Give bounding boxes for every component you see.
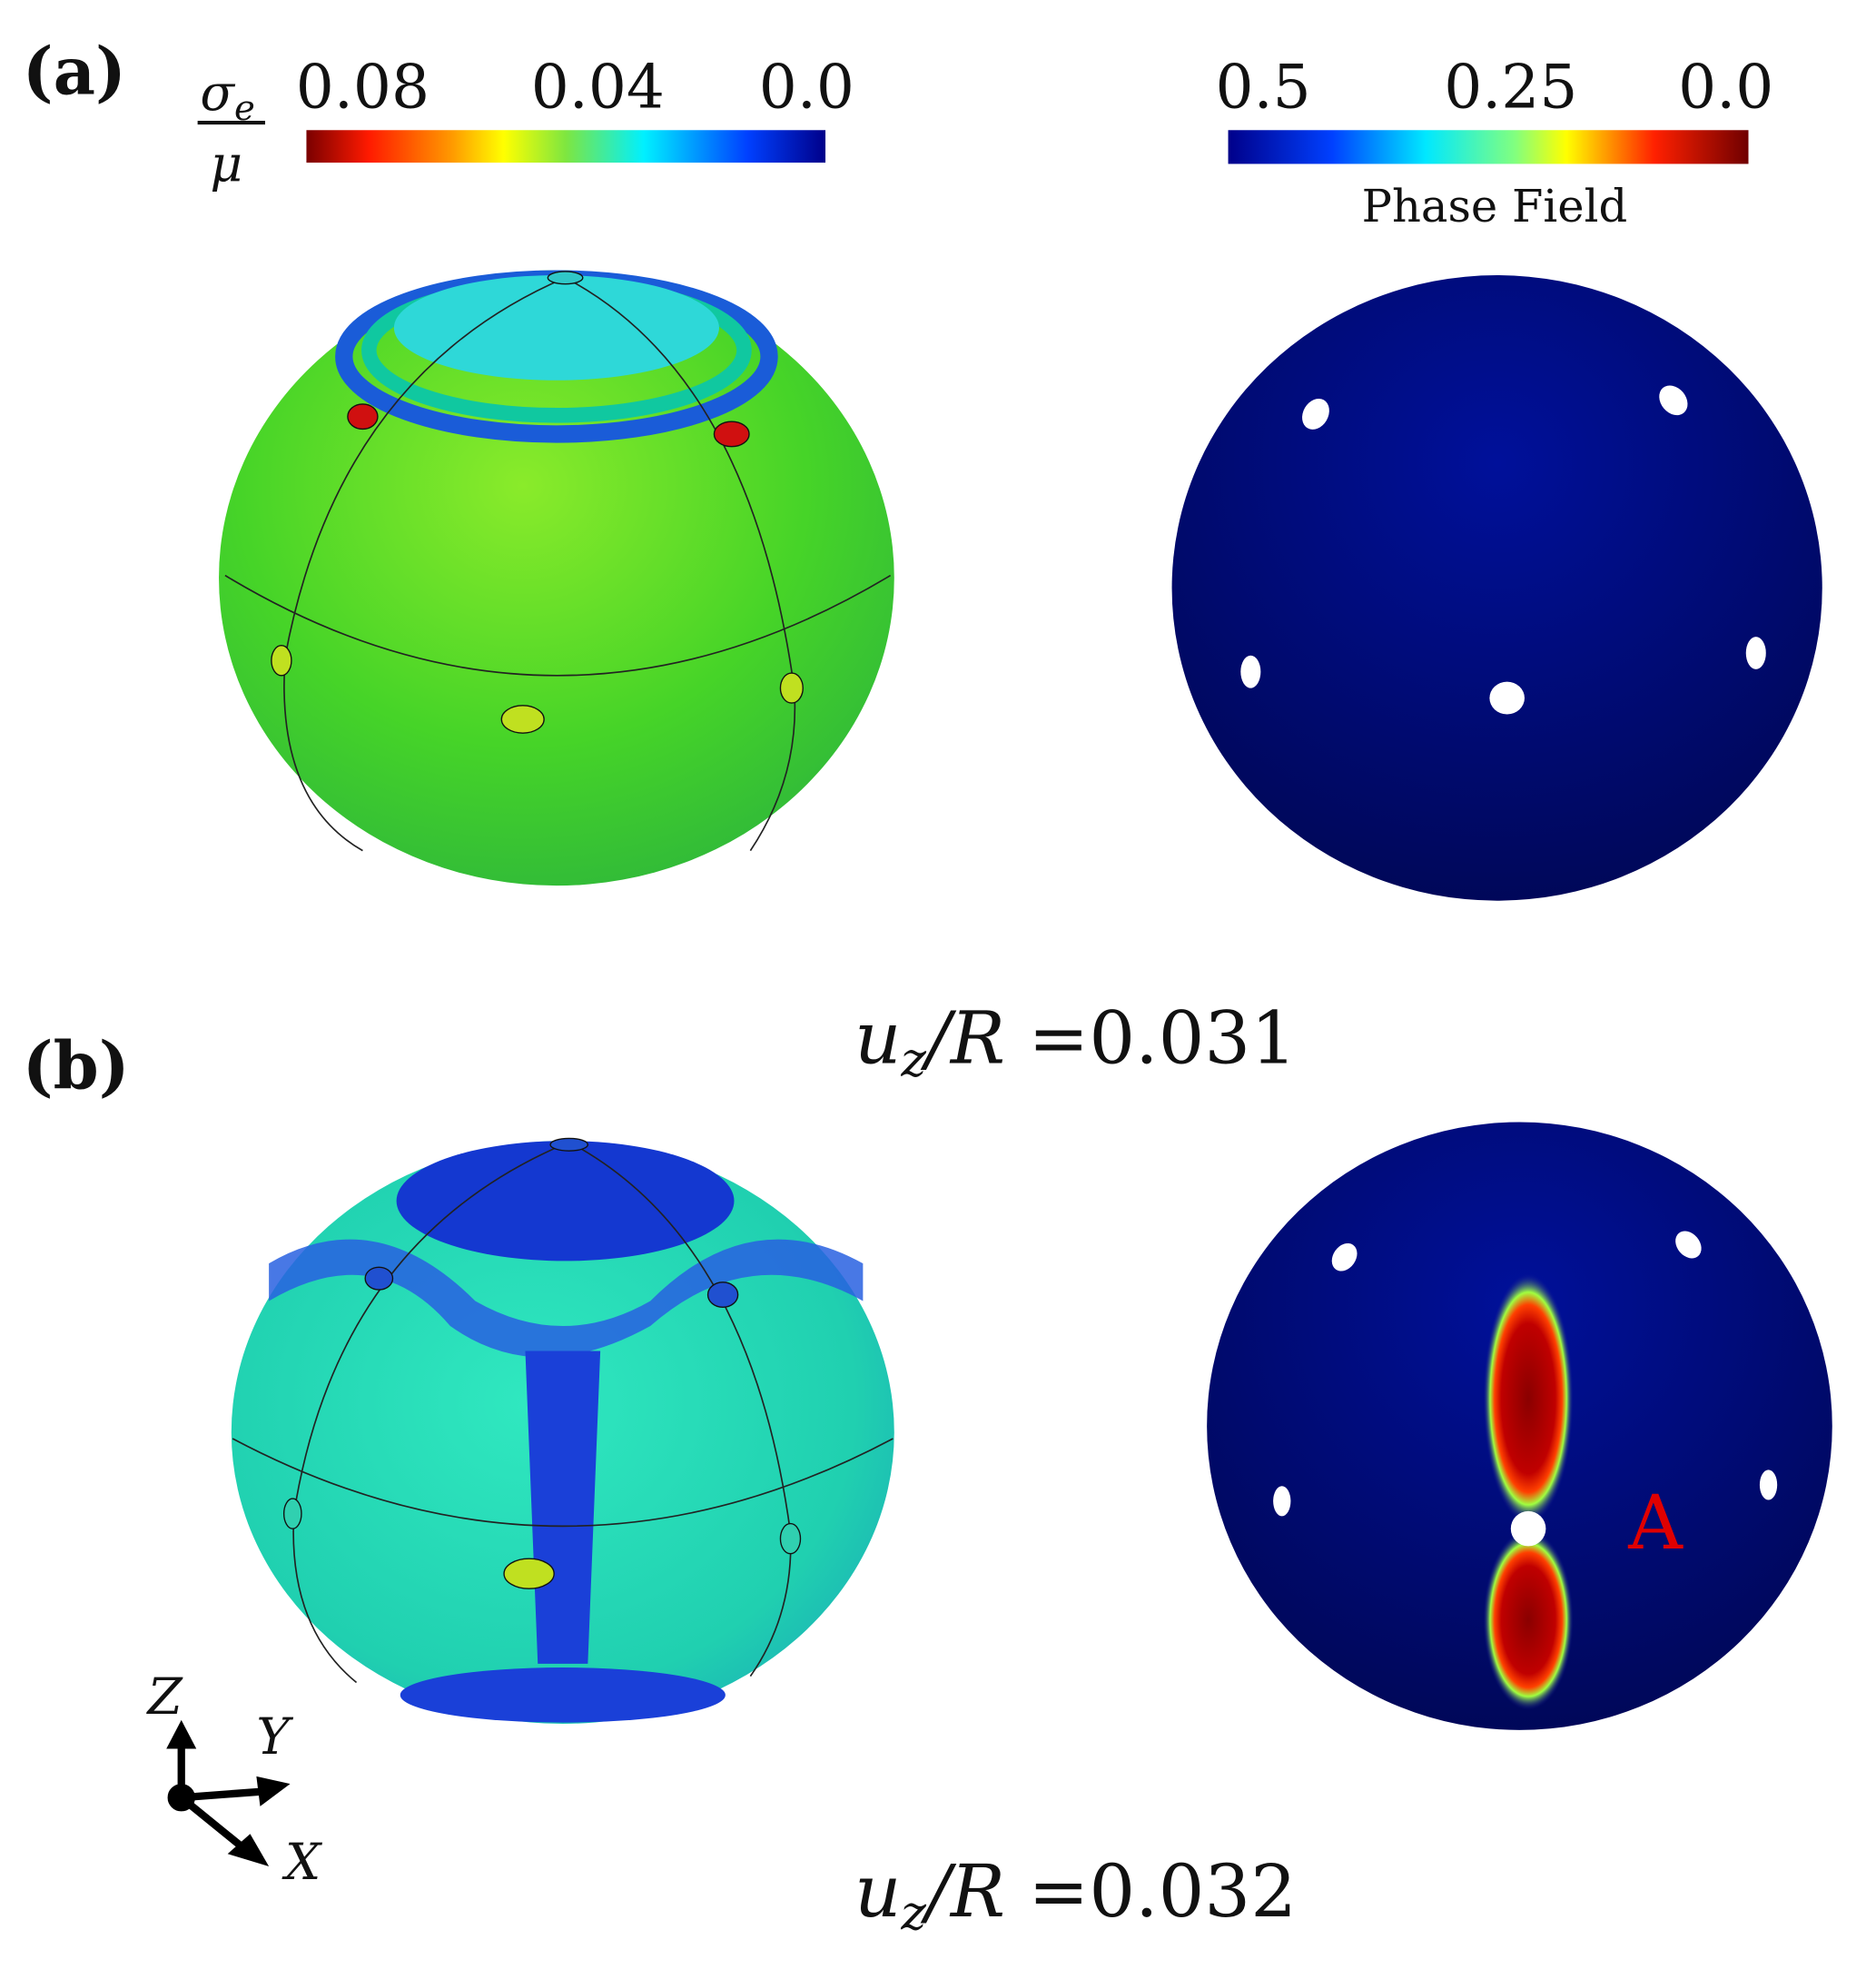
colorbar-tick: 0.25 — [1444, 52, 1577, 122]
hole — [1675, 1231, 1702, 1259]
crack — [1483, 1529, 1574, 1710]
stress-cap — [396, 1141, 735, 1262]
stress-sphere-b — [231, 1137, 894, 1724]
hole — [1745, 637, 1766, 669]
hole — [1489, 681, 1525, 715]
hole — [779, 1522, 802, 1555]
hole — [364, 1266, 394, 1291]
stress-cap — [393, 275, 719, 381]
caption: uz/R =0.032 — [854, 1849, 1297, 1941]
seam — [224, 574, 892, 677]
hole — [779, 672, 804, 704]
arrow-head — [256, 1776, 291, 1806]
subscript: z — [900, 1885, 926, 1941]
phase-sphere-b: A — [1207, 1122, 1832, 1730]
stress-region — [269, 1239, 864, 1358]
axis-label: Y — [256, 1707, 293, 1766]
hole — [1510, 1510, 1546, 1547]
panel-label: (b) — [23, 1027, 130, 1103]
seam — [283, 277, 566, 852]
colorbar-label: μ — [210, 135, 242, 193]
colorbar-tick: 0.08 — [296, 52, 430, 122]
crack-label: A — [1627, 1479, 1683, 1567]
hole — [713, 421, 750, 448]
caption-text: /R = — [920, 996, 1089, 1081]
panel-label: (a) — [23, 33, 126, 109]
hole — [347, 403, 379, 430]
sphere — [1171, 275, 1822, 901]
hole — [500, 705, 545, 734]
hole — [1759, 1469, 1778, 1500]
hole — [1302, 398, 1329, 430]
stress-region — [400, 1667, 726, 1723]
hole — [706, 1281, 739, 1309]
symbol: σ — [200, 64, 235, 122]
hole — [549, 1137, 589, 1152]
hole — [1240, 655, 1261, 688]
phase-colorbar — [1228, 130, 1749, 164]
colorbar-tick: 0.5 — [1216, 52, 1311, 122]
colorbar-title: Phase Field — [1362, 180, 1628, 233]
hole — [503, 1558, 555, 1589]
colorbar-tick: 0.0 — [759, 52, 854, 122]
axis-label: Z — [146, 1667, 184, 1726]
hole — [1659, 385, 1688, 416]
colorbar-tick: 0.0 — [1678, 52, 1773, 122]
stress-region — [525, 1351, 601, 1664]
hole — [282, 1498, 302, 1529]
phase-sphere-a — [1171, 275, 1822, 901]
stress-sphere-a — [219, 270, 894, 886]
caption: uz/R =0.031 — [854, 996, 1297, 1088]
colorbar-tick: 0.04 — [531, 52, 665, 122]
hole — [547, 271, 584, 285]
caption-value: 0.032 — [1089, 1849, 1297, 1934]
symbol: u — [854, 1849, 901, 1934]
stress-colorbar — [306, 130, 826, 163]
axis-label: X — [281, 1833, 323, 1891]
origin — [167, 1784, 195, 1812]
crack — [1483, 1273, 1574, 1524]
subscript: e — [234, 88, 255, 129]
caption-value: 0.031 — [1089, 996, 1297, 1081]
hole — [271, 645, 292, 677]
arrow-head — [227, 1834, 270, 1867]
seam — [568, 1141, 792, 1677]
hole — [1273, 1486, 1291, 1517]
axis-triad — [166, 1719, 291, 1867]
subscript: z — [900, 1033, 926, 1088]
hole — [1331, 1242, 1358, 1272]
seam — [292, 1141, 570, 1684]
arrow-head — [166, 1719, 197, 1749]
seam — [565, 277, 796, 852]
caption-text: /R = — [920, 1849, 1089, 1934]
y-axis — [181, 1787, 266, 1802]
symbol: u — [854, 996, 901, 1081]
seam — [232, 1438, 894, 1528]
colorbar-label: σe — [200, 64, 254, 129]
